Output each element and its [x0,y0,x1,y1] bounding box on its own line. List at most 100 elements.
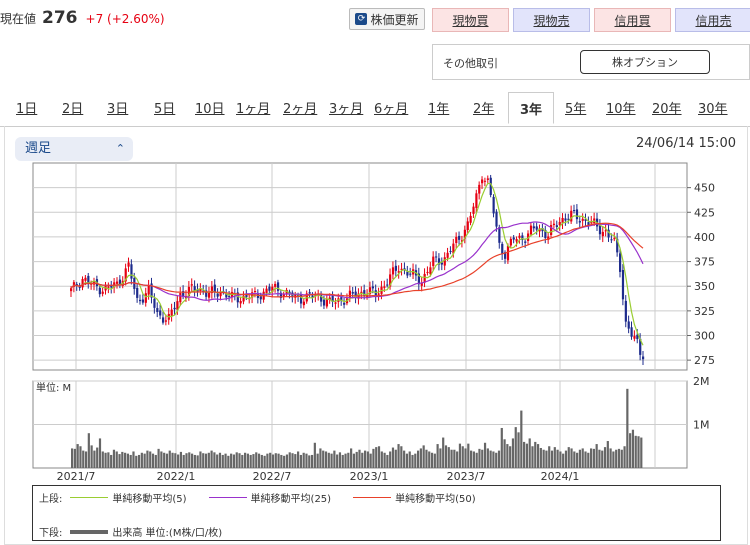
candle-body [598,224,602,235]
candle-body [391,267,395,275]
volume-bar [375,447,378,468]
volume-bar [227,455,230,468]
legend-volume-swatch [70,529,109,534]
candle-body [509,238,512,246]
candle-body [265,288,268,293]
tab-3m[interactable]: 3ヶ月 [329,102,364,117]
volume-bar [271,454,275,468]
price-tick-label: 400 [694,231,715,244]
volume-bar [542,449,545,468]
candle-body [532,226,535,229]
candle-body [400,268,403,271]
volume-bar [403,450,406,468]
tab-2d[interactable]: 2日 [62,102,84,117]
tab-5d[interactable]: 5日 [154,102,176,117]
price-tick-label: 275 [694,354,715,367]
tab-6m[interactable]: 6ヶ月 [374,102,409,117]
tab-2m[interactable]: 2ヶ月 [283,102,318,117]
volume-bar [598,449,601,468]
candle-body [478,184,481,194]
candle-body [144,293,147,303]
price-tick-label: 375 [694,256,715,269]
candle-body [279,292,283,298]
tab-20y[interactable]: 20年 [652,102,682,117]
interval-select[interactable]: 週足 ⌃ [15,137,133,161]
candle-body [639,338,642,355]
volume-bar [509,446,512,468]
volume-bar [115,451,118,468]
time-tick-label: 2021/7 [57,470,96,483]
volume-bar [87,433,90,468]
candle-body [115,281,119,284]
candle-body [619,253,622,272]
margin-buy-button[interactable]: 信用買 [594,8,671,32]
time-tick-label: 2022/1 [157,470,196,483]
volume-bar [405,453,409,468]
volume-bar [615,449,618,468]
tab-1m[interactable]: 1ヶ月 [236,102,271,117]
tab-1y[interactable]: 1年 [428,102,450,117]
volume-bar [338,452,342,468]
volume-bar [422,445,425,468]
tab-30y[interactable]: 30年 [698,102,728,117]
actual-sell-button[interactable]: 現物売 [513,8,590,32]
candle-body [236,292,239,303]
refresh-price-button[interactable]: ⟳ 株価更新 [349,8,425,30]
volume-bar [492,451,495,468]
volume-bar [486,448,489,468]
candle-body [420,283,423,286]
volume-bar [146,450,149,468]
candle-body [351,292,354,294]
volume-bar [355,451,358,468]
volume-bar [110,454,113,468]
candle-body [397,271,400,273]
volume-bar [612,451,615,468]
candle-body [504,252,507,259]
tab-10d[interactable]: 10日 [195,102,225,117]
volume-bar [576,452,579,468]
tab-3d[interactable]: 3日 [107,102,129,117]
volume-bar [177,454,180,468]
candle-body [101,291,104,294]
tab-1d[interactable]: 1日 [16,102,38,117]
volume-bar [450,449,453,468]
candle-body [460,240,464,242]
volume-bar [369,453,372,468]
volume-bar [631,429,635,468]
candle-body [524,241,527,243]
candle-body [302,301,306,306]
volume-bar [366,451,369,468]
margin-sell-button[interactable]: 信用売 [675,8,750,32]
volume-bar [609,448,612,468]
volume-bar [319,448,322,468]
tab-2y[interactable]: 2年 [473,102,495,117]
volume-bar [400,446,403,468]
volume-bar [79,446,82,468]
volume-bar [531,446,534,468]
candle-body [190,284,193,286]
tab-3y[interactable]: 3年 [508,92,554,124]
stock-option-button[interactable]: 株オプション [580,50,710,74]
volume-bar [73,448,76,468]
volume-bar [581,448,584,468]
volume-bar [545,450,548,468]
volume-bar [363,450,367,468]
legend-upper-label: 上段: [39,494,63,505]
tab-10y[interactable]: 10年 [606,102,636,117]
volume-bar [592,448,595,468]
volume-bar [232,454,236,468]
volume-bar [213,452,216,468]
volume-bar [623,446,626,468]
candle-body [452,243,455,254]
volume-bar [606,441,609,468]
volume-bar [397,444,400,468]
candle-body [343,302,346,305]
candle-body [389,274,392,287]
tab-5y[interactable]: 5年 [565,102,587,117]
candle-body [409,273,412,275]
volume-bar [308,455,311,468]
candle-body [417,273,420,285]
actual-buy-button[interactable]: 現物買 [432,8,509,32]
volume-bar [285,454,289,468]
candle-body [193,286,196,291]
